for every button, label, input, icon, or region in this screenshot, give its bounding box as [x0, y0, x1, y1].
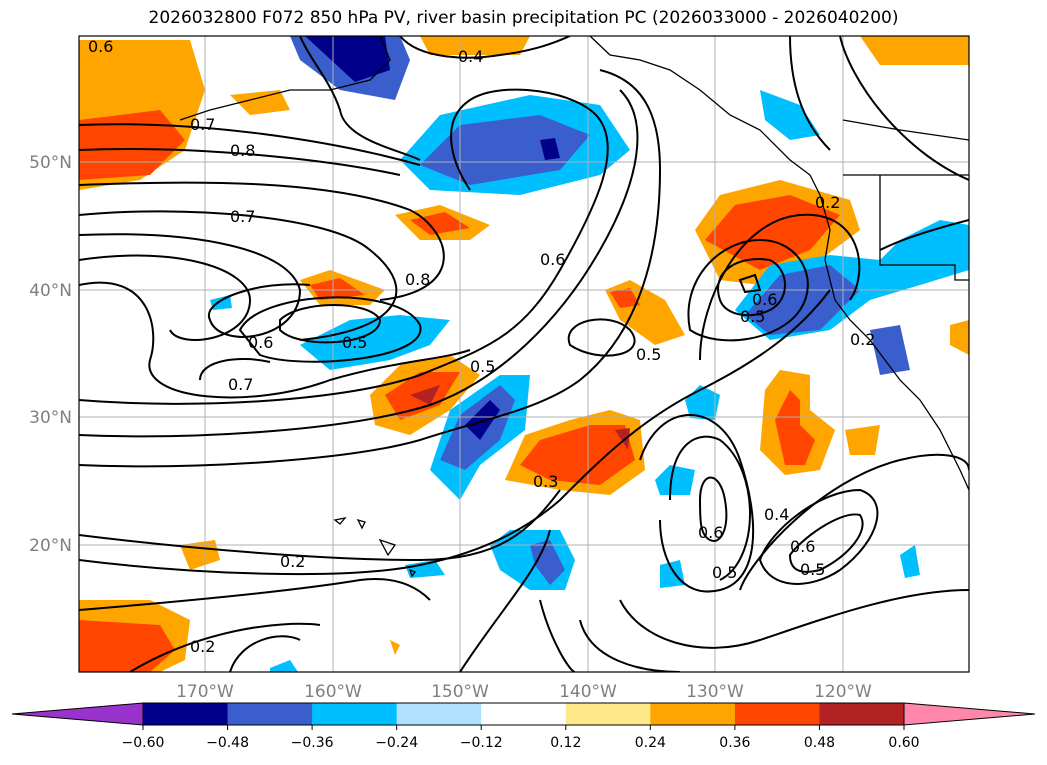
colorbar-segment: [143, 703, 229, 725]
colorbar-tick-label: −0.36: [291, 735, 334, 751]
colorbar-tick-label: 0.60: [888, 735, 919, 751]
colorbar-segment: [565, 703, 651, 725]
colorbar-tick-label: 0.24: [635, 735, 666, 751]
lon-label-160w: 160°W: [304, 682, 362, 702]
contour-labels: 0.6 0.4 0.7 0.8 0.7 0.6 0.8 0.5 0.6 0.7 …: [88, 37, 875, 656]
colorbar-arrow-low: [11, 702, 144, 726]
lat-label-50n: 50°N: [29, 153, 72, 173]
colorbar-tick-label: 0.36: [719, 735, 750, 751]
contour-label: 0.3: [533, 472, 558, 491]
contour-label: 0.5: [740, 307, 765, 326]
contour-label: 0.2: [280, 552, 305, 571]
lat-label-40n: 40°N: [29, 281, 72, 301]
colorbar-tick-label: 0.12: [550, 735, 581, 751]
contour-label: 0.5: [470, 357, 495, 376]
lon-label-130w: 130°W: [686, 682, 744, 702]
colorbar-tick-label: −0.60: [122, 735, 165, 751]
colorbar-segment: [734, 703, 820, 725]
colorbar-tick-label: −0.24: [375, 735, 418, 751]
lon-label-120w: 120°W: [814, 682, 872, 702]
colorbar-segment: [396, 703, 482, 725]
contour-label: 0.7: [228, 375, 253, 394]
lon-label-140w: 140°W: [559, 682, 617, 702]
precipitation-shading: [79, 36, 969, 672]
contour-label: 0.2: [190, 637, 215, 656]
contour-label: 0.6: [88, 37, 113, 56]
contour-label: 0.2: [850, 330, 875, 349]
colorbar: −0.60 −0.48 −0.36 −0.24 −0.12 0.12 0.24 0.36 0.4…: [11, 702, 1036, 751]
colorbar-segment: [481, 703, 567, 725]
contour-label: 0.8: [405, 270, 430, 289]
colorbar-arrow-high: [903, 702, 1036, 726]
pv-contours: [79, 36, 969, 672]
colorbar-tick-label: −0.12: [460, 735, 503, 751]
contour-label: 0.5: [342, 333, 367, 352]
contour-label: 0.7: [190, 115, 215, 134]
map-border: [78, 35, 970, 673]
colorbar-tick-label: 0.48: [804, 735, 835, 751]
contour-label: 0.7: [230, 207, 255, 226]
lon-label-150w: 150°W: [431, 682, 489, 702]
contour-label: 0.6: [790, 537, 815, 556]
contour-label: 0.4: [764, 505, 789, 524]
latitude-labels: 50°N 40°N 30°N 20°N: [29, 153, 72, 556]
lat-label-30n: 30°N: [29, 408, 72, 428]
colorbar-segment: [819, 703, 905, 725]
contour-label: 0.2: [815, 193, 840, 212]
contour-label: 0.6: [752, 290, 777, 309]
longitude-labels: 170°W 160°W 150°W 140°W 130°W 120°W: [176, 682, 872, 702]
contour-label: 0.4: [458, 47, 483, 66]
contour-label: 0.5: [800, 560, 825, 579]
colorbar-segment: [312, 703, 398, 725]
contour-label: 0.6: [248, 333, 273, 352]
lon-label-170w: 170°W: [176, 682, 234, 702]
contour-label: 0.6: [540, 250, 565, 269]
contour-label: 0.5: [636, 345, 661, 364]
colorbar-segment: [227, 703, 313, 725]
contour-label: 0.6: [698, 523, 723, 542]
coastlines: [179, 36, 969, 578]
map-title: 2026032800 F072 850 hPa PV, river basin …: [148, 8, 899, 28]
contour-label: 0.8: [230, 141, 255, 160]
lat-label-20n: 20°N: [29, 536, 72, 556]
colorbar-segment: [650, 703, 736, 725]
contour-label: 0.5: [712, 563, 737, 582]
colorbar-border: [142, 702, 905, 726]
colorbar-tick-label: −0.48: [206, 735, 249, 751]
